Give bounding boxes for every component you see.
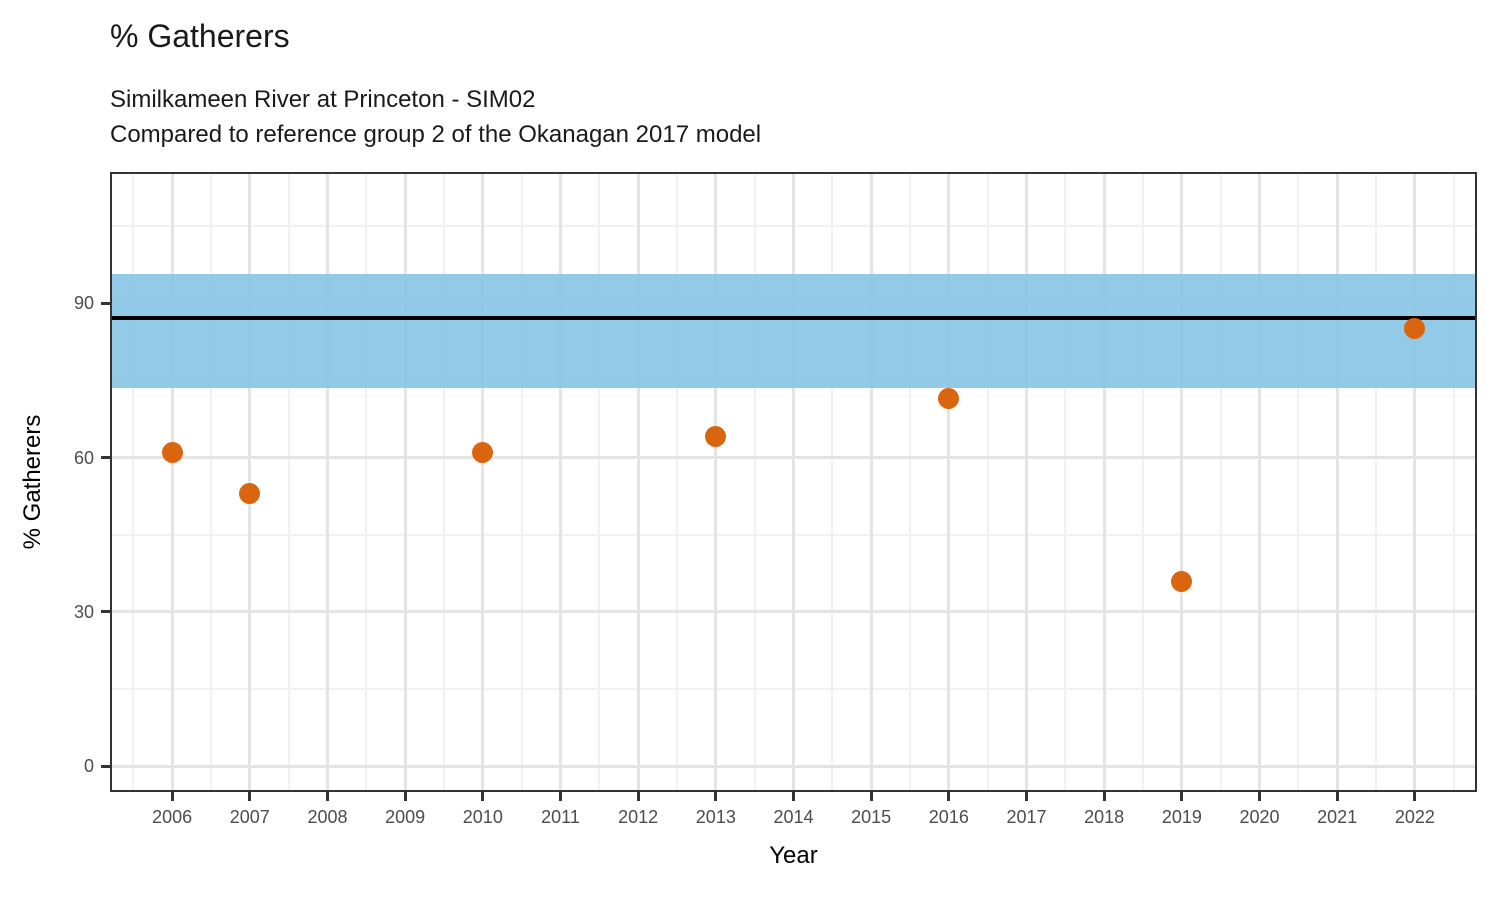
gridline-x-minor [1064,172,1067,792]
gridline-x-minor [909,172,911,792]
x-axis-tick-label: 2019 [1161,807,1202,827]
x-axis-title: Year [769,842,818,869]
y-axis-tick-mark [101,764,110,768]
x-axis-tick-label: 2015 [851,807,892,827]
x-axis-tick-label: 2016 [928,807,969,827]
gridline-x-major [1025,172,1028,792]
data-point [1404,318,1426,340]
gridline-x-major [636,172,640,792]
gridline-x-major [1180,172,1184,792]
x-axis-tick-mark [636,792,640,801]
gridline-x-minor [831,172,834,792]
data-point [705,426,727,448]
gridline-x-minor [986,172,989,792]
y-axis-tick-mark [101,456,110,460]
y-axis-title: % Gatherers [19,414,46,550]
x-axis-tick-mark [325,792,329,801]
x-axis-tick-mark [1413,792,1417,801]
y-axis-tick-label: 30 [73,601,94,622]
gridline-x-major [1258,172,1262,792]
x-axis-tick-label: 2020 [1239,807,1280,827]
x-axis-tick-label: 2017 [1006,807,1047,827]
gridline-x-minor [753,172,756,792]
x-axis-tick-mark [1102,792,1106,801]
plot-panel [110,172,1477,792]
gridline-y-major [110,456,1477,460]
x-axis-tick-label: 2010 [462,807,503,827]
x-axis-tick-mark [403,792,407,801]
gridline-x-minor [209,172,212,792]
gridline-x-minor [598,172,601,792]
x-axis-tick-mark [1025,792,1028,801]
gridline-x-major [170,172,174,792]
gridline-x-minor [1452,172,1455,792]
x-axis-tick-mark [1258,792,1262,801]
gridline-x-major [792,172,795,792]
x-axis-tick-mark [947,792,951,801]
x-axis-tick-label: 2012 [618,807,659,827]
gridline-x-major [325,172,329,792]
gridline-x-minor [132,172,135,792]
gridline-x-minor [1375,172,1378,792]
gridline-x-minor [365,172,368,792]
data-point [938,387,960,409]
gridline-x-major [481,172,485,792]
x-axis-tick-label: 2021 [1317,807,1358,827]
gridline-y-major [110,610,1477,614]
chart-subtitle-line-1: Similkameen River at Princeton - SIM02 [110,86,536,113]
data-point [472,441,494,463]
reference-line [110,315,1477,320]
x-axis-tick-mark [792,792,795,801]
x-axis-tick-mark [869,792,873,801]
x-axis-tick-mark [248,792,252,801]
x-axis-tick-label: 2011 [541,807,580,827]
data-point [239,483,261,505]
gridline-x-major [558,172,562,792]
gridline-x-major [1102,172,1106,792]
data-point [1171,570,1193,592]
gridline-x-minor [675,172,678,792]
x-axis-tick-label: 2009 [385,807,426,827]
x-axis-tick-mark [481,792,485,801]
y-axis-tick-mark [101,610,110,614]
gridline-x-minor [1142,172,1145,792]
gridline-x-major [714,172,718,792]
x-axis-tick-mark [170,792,174,801]
x-axis-tick-label: 2018 [1084,807,1125,827]
y-axis-tick-label: 0 [83,756,94,777]
gridline-x-major [947,172,951,792]
chart-title: % Gatherers [110,18,290,54]
gridline-x-minor [287,172,290,792]
gridline-y-major [110,764,1477,768]
x-axis-tick-mark [558,792,562,801]
y-axis-tick-mark [101,301,110,305]
gridline-x-major [248,172,252,792]
x-axis-tick-label: 2013 [695,807,736,827]
gridline-x-minor [520,172,523,792]
y-axis-tick-label: 60 [73,447,94,468]
x-axis-tick-label: 2022 [1394,807,1435,827]
gridline-x-major [1335,172,1339,792]
gridline-x-major [1413,172,1417,792]
gridline-x-minor [1219,172,1222,792]
gridline-x-major [869,172,873,792]
gridline-x-minor [442,172,445,792]
x-axis-tick-label: 2006 [152,807,193,827]
x-axis-tick-label: 2007 [229,807,270,827]
y-axis-tick-label: 90 [73,293,94,314]
x-axis-tick-label: 2008 [307,807,348,827]
x-axis-tick-mark [1180,792,1184,801]
x-axis-tick-label: 2014 [773,807,814,827]
x-axis-tick-mark [1335,792,1339,801]
gridline-x-minor [1297,172,1300,792]
chart-subtitle-line-2: Compared to reference group 2 of the Oka… [110,121,762,148]
data-point [161,441,183,463]
x-axis-tick-mark [714,792,718,801]
gridline-x-major [403,172,407,792]
reference-band [110,273,1477,389]
